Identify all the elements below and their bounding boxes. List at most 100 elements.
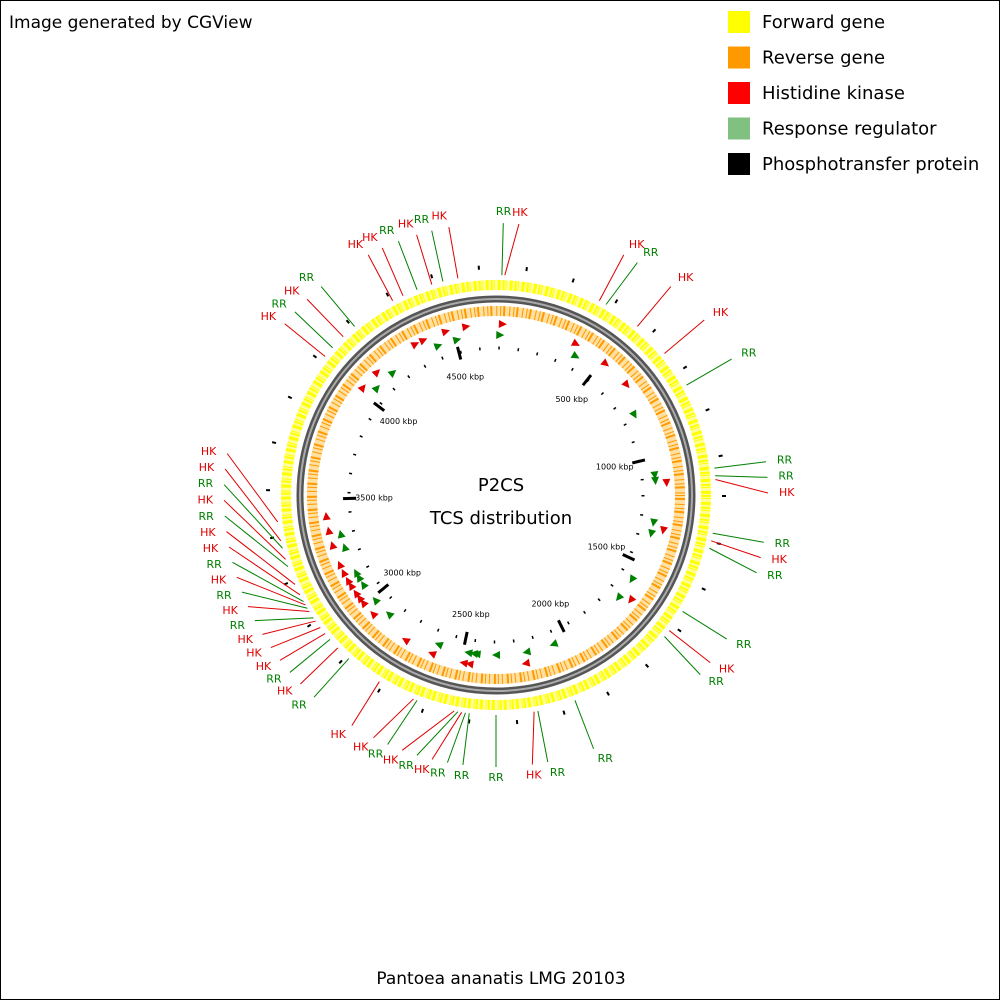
major-tick bbox=[462, 631, 469, 646]
callout-line bbox=[351, 681, 380, 726]
major-tick bbox=[631, 458, 646, 465]
callout-line bbox=[416, 234, 433, 285]
feature-marker bbox=[325, 526, 334, 536]
tick-label: 4500 kbp bbox=[446, 372, 484, 381]
callout-line bbox=[462, 713, 470, 766]
callout-line bbox=[431, 230, 444, 282]
feature-marker bbox=[353, 589, 362, 599]
reverse-genes bbox=[307, 306, 685, 684]
callout-label: HK bbox=[246, 647, 262, 660]
feature-marker bbox=[354, 569, 362, 578]
callout-label: RR bbox=[216, 589, 232, 602]
callout-line bbox=[664, 636, 701, 675]
callout-label: RR bbox=[488, 771, 504, 784]
callout-line bbox=[605, 262, 638, 305]
feature-marker bbox=[628, 594, 637, 604]
callout-label: HK bbox=[330, 728, 346, 741]
feature-marker bbox=[570, 338, 580, 346]
feature-marker bbox=[322, 511, 331, 521]
callout-line bbox=[241, 591, 308, 609]
callout-line bbox=[714, 461, 767, 469]
callout-label: HK bbox=[284, 284, 300, 297]
tick-label: 3000 kbp bbox=[383, 568, 421, 577]
feature-marker bbox=[648, 528, 657, 538]
callout-label: RR bbox=[550, 766, 566, 779]
feature-marker bbox=[361, 581, 369, 590]
legend-swatch bbox=[728, 82, 750, 104]
callout-label: HK bbox=[203, 542, 219, 555]
callout-label: HK bbox=[201, 445, 217, 458]
callout-label: RR bbox=[496, 205, 512, 218]
callout-line bbox=[254, 617, 314, 622]
callout-label: HK bbox=[398, 217, 414, 230]
callout-line bbox=[247, 606, 310, 612]
callout-line bbox=[279, 633, 326, 661]
callout-line bbox=[224, 515, 289, 568]
feature-marker bbox=[469, 650, 479, 658]
feature-marker bbox=[496, 330, 505, 339]
callout-label: HK bbox=[348, 238, 364, 251]
callout-label: RR bbox=[741, 347, 757, 360]
callout-line bbox=[236, 576, 306, 606]
legend-swatch bbox=[728, 153, 750, 175]
callout-line bbox=[232, 561, 304, 603]
callout-label: HK bbox=[713, 306, 729, 319]
callout-label: RR bbox=[206, 558, 222, 571]
feature-marker bbox=[372, 597, 381, 606]
callout-line bbox=[294, 311, 333, 349]
legend-swatch bbox=[728, 117, 750, 140]
feature-marker bbox=[461, 323, 471, 332]
feature-marker bbox=[651, 476, 660, 485]
callout-label: HK bbox=[237, 633, 253, 646]
feature-marker bbox=[428, 651, 438, 659]
callout-label: HK bbox=[629, 238, 645, 251]
feature-marker bbox=[662, 478, 671, 487]
callout-label: RR bbox=[778, 470, 794, 483]
legend-swatch bbox=[728, 46, 750, 69]
callout-line bbox=[431, 712, 463, 760]
callout-label: RR bbox=[230, 619, 246, 632]
callout-label: RR bbox=[767, 569, 783, 582]
callout-label: HK bbox=[200, 526, 216, 539]
callout-line bbox=[397, 240, 418, 290]
callout-label: RR bbox=[454, 769, 470, 782]
callout-line bbox=[224, 468, 282, 542]
callout-label: HK bbox=[198, 494, 214, 507]
footer: Pantoea ananatis LMG 20103 bbox=[376, 969, 625, 989]
feature-marker bbox=[345, 576, 354, 586]
callout-label: RR bbox=[399, 759, 415, 772]
header: Image generated by CGView bbox=[9, 13, 253, 33]
feature-marker bbox=[337, 529, 346, 539]
callout-line bbox=[416, 711, 459, 756]
major-tick bbox=[581, 374, 593, 387]
major-tick bbox=[622, 553, 636, 562]
callout-line bbox=[637, 286, 672, 327]
callout-line bbox=[709, 547, 757, 574]
feature-marker bbox=[371, 369, 381, 378]
callout-label: HK bbox=[414, 763, 430, 776]
callout-label: HK bbox=[526, 768, 542, 781]
callout-line bbox=[270, 627, 321, 649]
callout-label: RR bbox=[708, 675, 724, 688]
callout-line bbox=[715, 479, 769, 494]
callout-line bbox=[668, 630, 711, 663]
feature-marker bbox=[465, 660, 474, 669]
callout-line bbox=[300, 647, 339, 685]
callout-line bbox=[501, 223, 504, 276]
feature-marker bbox=[621, 379, 630, 389]
feature-marker bbox=[418, 338, 428, 346]
tick-label: 2500 kbp bbox=[452, 610, 490, 619]
callout-line bbox=[367, 254, 394, 302]
backbone-highlight bbox=[299, 298, 693, 692]
legend-label: Phosphotransfer protein bbox=[762, 154, 979, 175]
feature-marker bbox=[348, 582, 357, 592]
feature-marker bbox=[360, 599, 369, 609]
forward-genes bbox=[281, 280, 711, 710]
feature-marker bbox=[441, 328, 450, 337]
callout-line bbox=[320, 286, 355, 327]
callout-line bbox=[223, 499, 286, 560]
callout-label: RR bbox=[199, 510, 215, 523]
callout-label: RR bbox=[379, 224, 395, 237]
